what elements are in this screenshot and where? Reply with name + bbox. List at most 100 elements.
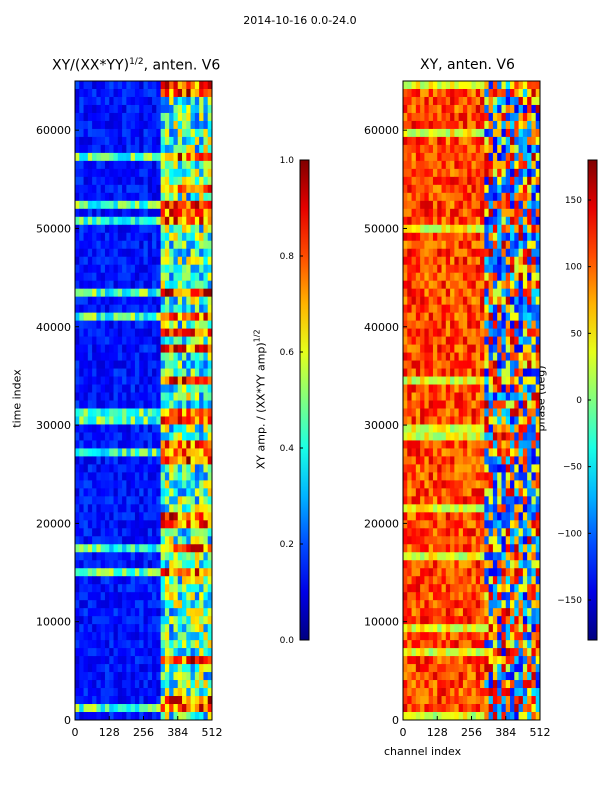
phase-heatmap-cell: [522, 648, 528, 657]
amplitude-heatmap-cell: [143, 160, 149, 170]
amplitude-heatmap-cell: [156, 568, 161, 577]
amplitude-heatmap-cell: [109, 408, 114, 417]
amplitude-heatmap-cell: [96, 400, 101, 409]
phase-heatmap-cell: [522, 336, 528, 345]
phase-heatmap-cell: [471, 424, 477, 433]
amplitude-heatmap-cell: [143, 592, 149, 601]
phase-heatmap-cell: [535, 648, 541, 657]
phase-heatmap-cell: [535, 368, 541, 377]
phase-heatmap-cell: [531, 656, 537, 665]
phase-heatmap-cell: [497, 592, 502, 601]
amplitude-heatmap-cell: [160, 528, 166, 537]
amplitude-heatmap-cell: [122, 680, 127, 689]
amplitude-heatmap-cell: [194, 680, 200, 689]
phase-heatmap-cell: [484, 624, 489, 633]
phase-heatmap-cell: [522, 352, 528, 361]
phase-heatmap-cell: [510, 344, 515, 353]
phase-heatmap-cell: [403, 272, 408, 281]
amplitude-heatmap-cell: [207, 464, 213, 473]
amplitude-heatmap-cell: [92, 200, 97, 210]
amplitude-heatmap-cell: [113, 536, 119, 545]
amplitude-heatmap-cell: [126, 352, 131, 361]
amplitude-heatmap-cell: [87, 712, 93, 721]
amplitude-heatmap-cell: [156, 592, 161, 601]
phase-heatmap-cell: [471, 256, 477, 266]
amplitude-heatmap-cell: [182, 280, 187, 289]
amplitude-heatmap-cell: [122, 344, 127, 353]
amplitude-heatmap-cell: [130, 512, 136, 521]
amplitude-heatmap-cell: [203, 368, 209, 377]
phase-heatmap-cell: [492, 272, 498, 281]
amplitude-heatmap-cell: [173, 312, 179, 321]
phase-heatmap-cell: [531, 272, 537, 281]
phase-heatmap-cell: [510, 200, 515, 210]
phase-heatmap-cell: [450, 176, 455, 186]
amplitude-heatmap-cell: [207, 592, 213, 601]
amplitude-heatmap-cell: [83, 528, 89, 537]
amplitude-heatmap-cell: [203, 184, 209, 194]
amplitude-heatmap-cell: [113, 128, 119, 138]
amplitude-heatmap-cell: [134, 544, 140, 553]
amplitude-heatmap-cell: [194, 528, 200, 537]
amplitude-heatmap-cell: [207, 504, 213, 513]
phase-heatmap-cell: [403, 464, 408, 473]
phase-heatmap-cell: [480, 88, 485, 98]
phase-heatmap-cell: [518, 504, 524, 513]
amplitude-heatmap-cell: [109, 312, 114, 321]
amplitude-heatmap-cell: [117, 536, 123, 545]
amplitude-heatmap-cell: [160, 472, 166, 481]
phase-heatmap-cell: [522, 640, 528, 649]
phase-heatmap-cell: [411, 104, 417, 114]
phase-heatmap-cell: [462, 296, 468, 305]
phase-heatmap-cell: [488, 416, 494, 425]
amplitude-heatmap-cell: [130, 480, 136, 489]
amplitude-heatmap-cell: [143, 608, 149, 617]
phase-heatmap-cell: [403, 608, 408, 617]
phase-heatmap-cell: [428, 568, 434, 577]
phase-heatmap-cell: [458, 304, 464, 313]
amplitude-heatmap-cell: [109, 280, 114, 289]
amplitude-heatmap-cell: [164, 288, 170, 297]
phase-heatmap-cell: [415, 392, 421, 401]
amplitude-heatmap-cell: [147, 320, 153, 329]
amplitude-heatmap-cell: [173, 520, 179, 529]
amplitude-heatmap-cell: [156, 624, 161, 633]
phase-heatmap-cell: [497, 528, 502, 537]
phase-heatmap-cell: [445, 592, 451, 601]
amplitude-heatmap-cell: [182, 256, 187, 266]
amplitude-heatmap-cell: [79, 424, 84, 433]
phase-heatmap-cell: [403, 448, 408, 457]
phase-heatmap-cell: [531, 376, 537, 385]
phase-heatmap-cell: [424, 304, 429, 313]
amplitude-heatmap-cell: [207, 176, 213, 186]
amplitude-heatmap-cell: [156, 384, 161, 393]
amplitude-heatmap-cell: [203, 280, 209, 289]
amplitude-heatmap-cell: [164, 544, 170, 553]
amplitude-heatmap-cell: [177, 696, 183, 705]
amplitude-heatmap-cell: [156, 512, 161, 521]
amplitude-heatmap-cell: [194, 184, 200, 194]
amplitude-heatmap-cell: [83, 248, 89, 258]
amplitude-heatmap-cell: [199, 408, 204, 417]
phase-heatmap-cell: [535, 480, 541, 489]
phase-heatmap-cell: [518, 152, 524, 162]
amplitude-heatmap-cell: [186, 432, 191, 441]
phase-heatmap-cell: [467, 400, 472, 409]
amplitude-heatmap-cell: [92, 256, 97, 266]
amplitude-heatmap-cell: [122, 688, 127, 697]
amplitude-heatmap-cell: [96, 376, 101, 385]
amplitude-heatmap-cell: [83, 216, 89, 226]
amplitude-heatmap-cell: [96, 360, 101, 369]
phase-heatmap-cell: [450, 488, 455, 497]
amplitude-heatmap-cell: [87, 200, 93, 210]
phase-heatmap-cell: [514, 320, 519, 329]
amplitude-heatmap-cell: [130, 288, 136, 297]
amplitude-heatmap-cell: [194, 256, 200, 266]
amplitude-heatmap-cell: [92, 288, 97, 297]
amplitude-heatmap-cell: [186, 376, 191, 385]
phase-heatmap-cell: [420, 152, 425, 162]
phase-heatmap-cell: [420, 288, 425, 297]
phase-heatmap-cell: [518, 464, 524, 473]
phase-heatmap-cell: [492, 224, 498, 234]
phase-heatmap-cell: [420, 336, 425, 345]
